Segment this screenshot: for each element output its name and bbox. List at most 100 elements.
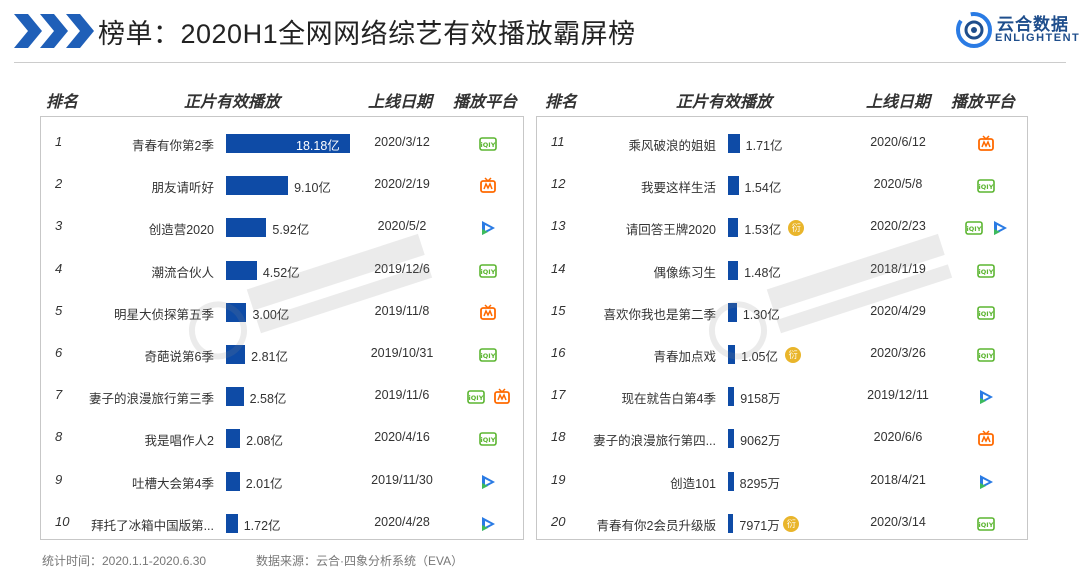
show-name: 创造营2020 [148, 223, 214, 238]
release-date: 2019/11/30 [371, 472, 433, 487]
play-count-bar [226, 513, 238, 533]
iqiyi-icon: iQIY [977, 348, 995, 362]
tencent-video-icon [482, 516, 495, 531]
play-count-bar [226, 176, 289, 196]
play-count-bar [226, 134, 350, 153]
rank-number: 19 [551, 471, 566, 487]
release-date: 2020/6/12 [870, 135, 926, 149]
play-count-label: 4.52亿 [262, 265, 300, 280]
table-row: 17 现在就告白第4季 9158万 2019/12/11 [537, 378, 1027, 414]
col-platform-right: 播放平台 [951, 94, 1016, 111]
play-count-label: 1.54亿 [744, 181, 782, 196]
play-count-label: 1.53亿 [744, 223, 782, 238]
release-date: 2020/2/23 [870, 219, 926, 234]
logo-text-cn: 云合数据 [997, 15, 1069, 34]
derivative-badge: 衍 [785, 347, 802, 363]
derivative-badge: 衍 [783, 515, 800, 532]
iqiyi-icon: iQIY [977, 516, 995, 531]
show-name: 我要这样生活 [640, 181, 716, 196]
play-count-label: 1.30亿 [742, 307, 780, 322]
table-row: 18 妻子的浪漫旅行第四... 9062万 2020/6/6 [537, 420, 1027, 456]
table-row: 7 妻子的浪漫旅行第三季 2.58亿 2019/11/6 iQIY [41, 378, 523, 414]
show-name: 现在就告白第4季 [621, 392, 716, 407]
play-count-bar [728, 218, 739, 238]
play-count-label: 1.05亿 [741, 350, 778, 364]
play-count-label: 5.92亿 [272, 223, 310, 238]
table-row: 13 请回答王牌2020 1.53亿衍 2020/2/23 iQIY [537, 209, 1027, 245]
rank-number: 1 [55, 134, 63, 149]
show-name: 青春有你2会员升级版 [596, 518, 716, 533]
rank-number: 14 [551, 260, 566, 276]
svg-text:iQIY: iQIY [481, 436, 496, 444]
release-date: 2020/4/29 [870, 303, 926, 318]
rank-number: 12 [551, 176, 566, 192]
play-count-bar [226, 429, 241, 449]
logo: 云合数据 ENLIGHTENT [955, 8, 1079, 54]
svg-text:iQIY: iQIY [979, 183, 994, 191]
release-date: 2020/3/26 [870, 346, 926, 360]
logo-icon [956, 12, 992, 48]
iqiyi-icon: iQIY [977, 179, 995, 193]
release-date: 2019/12/11 [867, 388, 929, 403]
footer-period: 统计时间：2020.1.1-2020.6.30 [42, 554, 207, 568]
show-name: 妻子的浪漫旅行第三季 [88, 392, 214, 407]
play-count-bar [728, 134, 740, 153]
rank-number: 5 [55, 302, 63, 318]
table-row: 16 青春加点戏 1.05亿衍 2020/3/26 iQIY [537, 336, 1027, 372]
play-count-label: 2.01亿 [245, 476, 283, 491]
release-date: 2020/6/6 [873, 430, 923, 445]
play-count-label: 9.10亿 [294, 181, 331, 196]
show-name: 潮流合伙人 [151, 265, 214, 280]
show-name: 朋友请听好 [151, 181, 214, 196]
play-count-bar [728, 513, 734, 533]
show-name: 青春加点戏 [653, 350, 716, 364]
play-count-label: 9062万 [740, 434, 781, 449]
play-count-label: 3.00亿 [252, 307, 290, 322]
rank-number: 9 [55, 471, 63, 487]
svg-text:iQIY: iQIY [979, 521, 994, 529]
iqiyi-icon: iQIY [479, 348, 497, 362]
release-date: 2020/4/16 [374, 430, 430, 445]
show-name: 创造101 [670, 476, 716, 491]
rank-number: 6 [55, 345, 63, 360]
svg-text:iQIY: iQIY [967, 225, 982, 233]
table-row: 4 潮流合伙人 4.52亿 2019/12/6 iQIY [41, 252, 523, 288]
col-date-left: 上线日期 [368, 94, 433, 111]
mango-tv-icon [494, 388, 510, 405]
ranking-panel-left: 1 青春有你第2季 18.18亿 2020/3/12 iQIY 2 朋友请听好 9.10亿 20… [40, 116, 524, 540]
show-name: 明星大侦探第五季 [113, 307, 214, 322]
svg-text:iQIY: iQIY [979, 268, 994, 276]
svg-text:iQIY: iQIY [979, 310, 994, 318]
mango-tv-icon [480, 177, 496, 194]
rank-number: 16 [551, 345, 566, 360]
play-count-bar [226, 345, 246, 364]
release-date: 2020/5/8 [873, 177, 923, 192]
svg-text:iQIY: iQIY [481, 141, 496, 149]
footer-source: 数据来源：云合·四象分析系统（EVA） [256, 554, 464, 568]
play-count-label: 8295万 [739, 476, 780, 491]
play-count-label: 2.08亿 [246, 434, 284, 449]
table-row: 15 喜欢你我也是第二季 1.30亿 2020/4/29 iQIY [537, 294, 1027, 330]
table-row: 9 吐槽大会第4季 2.01亿 2019/11/30 [41, 463, 523, 499]
show-name: 乘风破浪的姐姐 [628, 139, 716, 153]
play-count-bar [226, 387, 244, 407]
play-count-bar [728, 471, 734, 491]
logo-text-en: ENLIGHTENT [995, 32, 1080, 44]
col-date-right: 上线日期 [866, 94, 931, 111]
svg-text:iQIY: iQIY [469, 394, 484, 402]
show-name: 喜欢你我也是第二季 [603, 307, 716, 322]
play-count-bar [226, 218, 267, 238]
mango-tv-icon [978, 430, 994, 447]
rank-number: 15 [551, 302, 566, 318]
play-count-label: 1.72亿 [243, 518, 281, 533]
rank-number: 18 [551, 429, 566, 445]
rank-number: 2 [55, 176, 63, 192]
tencent-video-icon [994, 221, 1007, 236]
release-date: 2020/3/14 [870, 514, 926, 529]
tencent-video-icon [482, 221, 495, 236]
rank-number: 13 [551, 218, 566, 234]
tencent-video-icon [482, 474, 495, 489]
rank-number: 7 [55, 387, 63, 403]
show-name: 妻子的浪漫旅行第四... [593, 434, 716, 449]
iqiyi-icon: iQIY [965, 221, 983, 236]
